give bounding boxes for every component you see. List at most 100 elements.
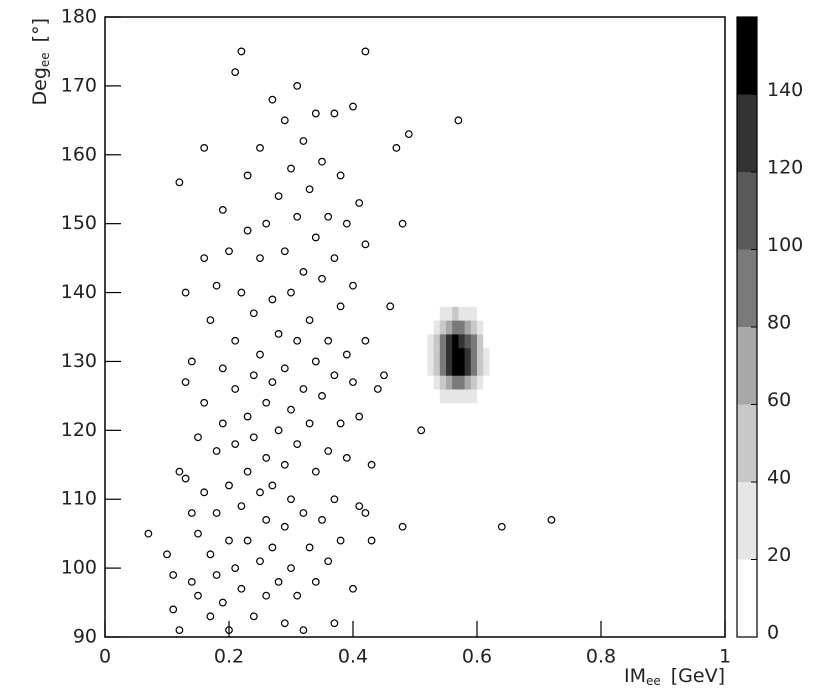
hist-cell	[427, 361, 435, 376]
hist-cell	[458, 333, 466, 349]
hist-cell	[470, 278, 478, 294]
scatter-point	[361, 336, 370, 345]
hist-cell	[458, 292, 466, 307]
scatter-point	[274, 192, 283, 201]
hist-cell	[458, 375, 466, 390]
scatter-point	[262, 515, 271, 524]
hist-cell	[433, 347, 441, 362]
plot-frame	[104, 16, 726, 638]
colorbar-band	[737, 94, 757, 172]
y-tick-label: 130	[61, 350, 97, 372]
y-tick-label: 120	[61, 419, 97, 441]
hist-cell	[464, 320, 472, 335]
hist-cell	[452, 333, 459, 349]
hist-cell	[464, 333, 472, 349]
hist-cell	[427, 320, 435, 335]
scatter-point	[169, 605, 178, 614]
hist-cell	[489, 361, 497, 376]
scatter-point	[349, 584, 357, 593]
scatter-point	[342, 453, 351, 462]
scatter-point	[181, 474, 190, 483]
hist-cell	[483, 333, 490, 349]
hist-cell	[464, 292, 472, 307]
scatter-point	[256, 143, 264, 152]
scatter-point	[200, 143, 209, 152]
hist-cell	[439, 320, 447, 335]
hist-cell	[458, 278, 466, 294]
scatter-point	[330, 371, 339, 380]
scatter-point	[287, 288, 295, 297]
colorbar-band	[737, 327, 757, 405]
scatter-point	[318, 274, 326, 283]
scatter-point	[237, 288, 246, 297]
scatter-point	[367, 536, 376, 545]
scatter-point	[262, 398, 271, 407]
scatter-point	[194, 591, 202, 600]
scatter-point	[268, 378, 277, 387]
scatter-point	[243, 467, 252, 476]
scatter-point	[311, 467, 320, 476]
scatter-point	[349, 378, 357, 387]
hist-cell	[446, 402, 453, 418]
hist-cell	[433, 375, 441, 390]
scatter-point	[169, 571, 178, 579]
scatter-point	[318, 515, 326, 524]
y-tick-label: 90	[73, 626, 97, 648]
scatter-point	[249, 309, 258, 318]
scatter-point	[287, 405, 295, 414]
scatter-point	[280, 247, 289, 256]
hist-cell	[483, 375, 490, 390]
z-tick-label: 60	[767, 389, 791, 411]
hist-cell	[470, 402, 478, 418]
hist-cell	[433, 389, 441, 404]
hist-cell	[446, 292, 453, 307]
scatter-point	[231, 68, 240, 77]
scatter-point	[280, 619, 289, 628]
hist-cell	[433, 361, 441, 376]
hist-cell	[433, 333, 441, 349]
scatter-point	[262, 219, 271, 228]
hist-cell	[452, 361, 459, 376]
z-tick-label: 80	[767, 312, 791, 334]
z-tick-label: 0	[767, 622, 779, 644]
scatter-point	[392, 143, 401, 152]
hist-cell	[458, 306, 466, 321]
z-tick-label: 20	[767, 544, 791, 566]
scatter-point	[268, 481, 277, 490]
hist-cell	[470, 361, 478, 376]
hist-cell	[446, 361, 453, 376]
hist-cell	[452, 347, 459, 362]
hist-cell	[439, 389, 447, 404]
hist-cell	[452, 320, 459, 335]
scatter-point	[268, 95, 277, 104]
scatter-point	[299, 509, 308, 517]
x-axis-label: IMee [GeV]	[624, 665, 725, 688]
hist-cell	[452, 278, 459, 294]
scatter-point	[355, 412, 364, 421]
scatter-point	[175, 626, 184, 635]
scatter-point	[268, 295, 277, 304]
scatter-point	[355, 502, 364, 511]
hist-cell	[439, 375, 447, 390]
scatter-point	[404, 130, 413, 139]
hist-cell	[483, 347, 490, 362]
hist-cell	[452, 292, 459, 307]
x-tick-label: 0.8	[586, 646, 616, 668]
y-label-unit: [°]	[29, 18, 51, 42]
y-tick-label: 150	[61, 212, 97, 234]
scatter-point	[324, 557, 333, 566]
scatter-point	[311, 109, 320, 118]
hist-cell	[421, 347, 428, 362]
hist-cell	[470, 306, 478, 321]
scatter-point	[386, 302, 395, 311]
hist-cell	[483, 292, 490, 307]
hist-cell	[483, 361, 490, 376]
hist-cell	[458, 389, 466, 404]
hist-cell	[477, 278, 484, 294]
hist-cell	[464, 361, 472, 376]
hist-cell	[452, 389, 459, 404]
scatter-point	[187, 357, 196, 366]
hist-cell	[464, 375, 472, 390]
hist-cell	[446, 347, 453, 362]
hist-cell	[477, 347, 484, 362]
